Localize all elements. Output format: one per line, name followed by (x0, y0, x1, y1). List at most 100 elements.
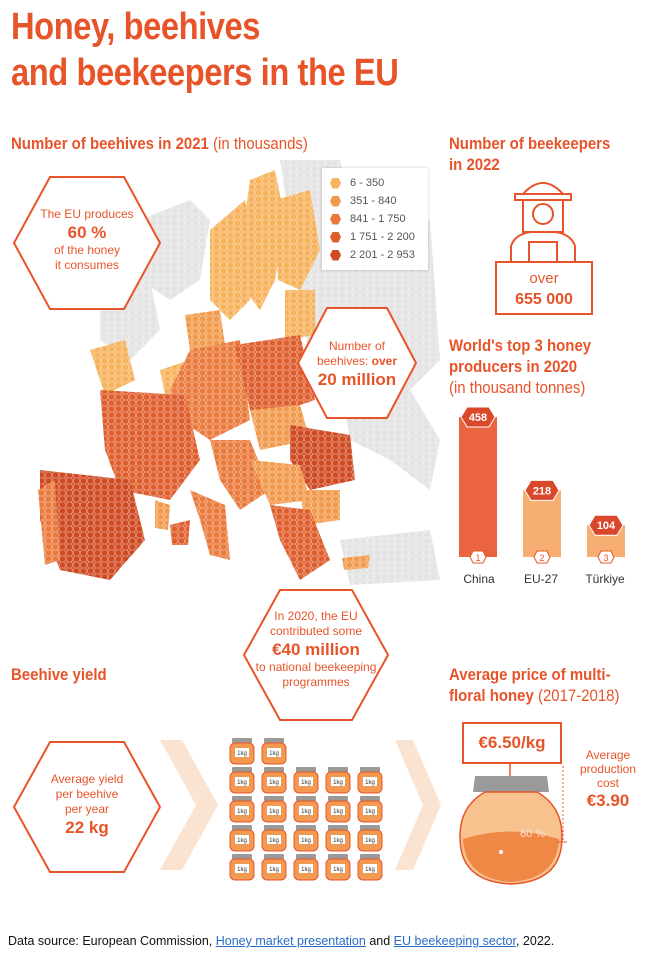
svg-text:1kg: 1kg (301, 838, 311, 844)
producers-heading: World's top 3 honey producers in 2020 (i… (449, 335, 591, 398)
honey-jar-small-icon: 1kg (357, 796, 383, 823)
honey-share-line-4: it consumes (54, 258, 120, 272)
honey-jar-small-icon: 1kg (357, 767, 383, 794)
bar-value-label: 104 (597, 520, 616, 532)
beekeepers-line-1: over (529, 270, 559, 287)
legend-swatch (330, 231, 341, 243)
funding-line-5: programmes (282, 675, 350, 689)
map-legend: 6 - 350 351 - 840 841 - 1 750 1 751 - 2 200… (322, 168, 428, 270)
price-heading-note: (2017-2018) (537, 686, 620, 705)
funding-line-4: to national beekeeping (255, 660, 377, 674)
funding-line-2: contributed some (269, 624, 363, 638)
chevron-right-icon (160, 740, 218, 870)
honey-jar-small-icon: 1kg (261, 738, 287, 765)
bar-eu-27: 218 2 (523, 479, 561, 564)
legend-swatch (330, 249, 341, 261)
bar-value-hexagon (460, 406, 496, 428)
price-heading-1: Average price of multi- (449, 665, 611, 684)
hexagon-outline (242, 589, 390, 721)
hexagon-outline (296, 307, 418, 419)
svg-text:1kg: 1kg (333, 809, 343, 815)
bar-value-label: 458 (469, 412, 487, 424)
yield-hexagon: Average yield per beehive per year 22 kg (12, 740, 162, 874)
funding-value: €40 million (272, 640, 360, 659)
svg-text:1kg: 1kg (333, 838, 343, 844)
cost-value: €3.90 (586, 791, 630, 810)
bar-china: 458 1 (459, 406, 497, 564)
honey-share-line-1: The EU produces (40, 207, 134, 221)
honey-jar-small-icon: 1kg (229, 738, 255, 765)
legend-item: 841 - 1 750 (330, 210, 428, 228)
legend-label: 351 - 840 (350, 195, 397, 207)
legend-label: 1 751 - 2 200 (350, 231, 415, 243)
legend-label: 2 201 - 2 953 (350, 249, 415, 261)
legend-swatch (330, 213, 341, 225)
funding-line-1: In 2020, the EU (274, 609, 358, 623)
bar-rank-label: 1 (475, 553, 480, 563)
svg-text:1kg: 1kg (269, 838, 279, 844)
honey-jar-small-icon: 1kg (261, 767, 287, 794)
honey-jar-small-icon: 1kg (229, 854, 255, 881)
honey-jar-small-icon: 1kg (293, 854, 319, 881)
bar-label-eu27: EU-27 (523, 572, 558, 586)
honey-jars-grid: 1kg 1kg 1kg 1kg 1kg 1kg 1kg 1kg 1kg 1kg 1kg 1kg 1kg 1… (229, 738, 383, 881)
svg-text:1kg: 1kg (269, 780, 279, 786)
source-prefix: Data source: European Commission, (8, 934, 213, 948)
svg-text:1kg: 1kg (237, 751, 247, 757)
cost-line-3: cost (596, 776, 619, 790)
legend-label: 841 - 1 750 (350, 213, 406, 225)
map-heading: Number of beehives in 2021 (in thousands… (11, 133, 308, 154)
svg-text:1kg: 1kg (365, 867, 375, 873)
bar-türkiye: 104 3 (587, 514, 625, 564)
honey-jar-small-icon: 1kg (293, 796, 319, 823)
price-box: €6.50/kg (462, 722, 562, 764)
honey-jar-small-icon: 1kg (293, 767, 319, 794)
beehives-total-line-1: Number of (328, 339, 386, 353)
honey-jar-small-icon: 1kg (357, 825, 383, 852)
bar-rank-hexagon (469, 550, 487, 564)
yield-heading: Beehive yield (11, 665, 107, 684)
source-suffix: , 2022. (515, 934, 555, 948)
legend-swatch (330, 195, 341, 207)
legend-item: 351 - 840 (330, 192, 428, 210)
producers-heading-1: World's top 3 honey (449, 336, 592, 355)
honey-share-value: 60 % (67, 223, 107, 242)
title-line-1: Honey, beehives (11, 6, 261, 48)
beekeepers-value: 655 000 (515, 291, 573, 308)
svg-text:1kg: 1kg (269, 809, 279, 815)
beehives-total-line-2b: over (371, 354, 398, 368)
hexagon-outline (12, 741, 162, 873)
svg-text:1kg: 1kg (301, 867, 311, 873)
honey-jar-small-icon: 1kg (357, 854, 383, 881)
price-share-label: 60 % (520, 828, 546, 840)
bar-value-hexagon (588, 514, 624, 536)
yield-line-1: Average yield (50, 772, 124, 786)
svg-text:1kg: 1kg (365, 780, 375, 786)
honey-jar-small-icon: 1kg (229, 767, 255, 794)
bar-rect (459, 417, 497, 557)
honey-jar-small-icon: 1kg (325, 854, 351, 881)
honey-jar-small-icon: 1kg (261, 796, 287, 823)
honey-jar-small-icon: 1kg (325, 767, 351, 794)
cost-line-1: Average (585, 748, 631, 762)
page-title: Honey, beehives and beekeepers in the EU (11, 4, 527, 96)
honey-jar-small-icon: 1kg (261, 825, 287, 852)
beekeepers-heading-2: in 2022 (449, 155, 500, 174)
svg-text:1kg: 1kg (237, 809, 247, 815)
hexagon-outline (12, 176, 162, 310)
svg-text:1kg: 1kg (237, 780, 247, 786)
yield-line-3: per year (64, 802, 110, 816)
beehives-total-hexagon: Number of beehives: over 20 million (296, 306, 418, 420)
legend-item: 2 201 - 2 953 (330, 246, 428, 264)
beekeeping-sector-link[interactable]: EU beekeeping sector (393, 934, 516, 948)
svg-text:1kg: 1kg (237, 838, 247, 844)
title-line-2: and beekeepers in the EU (11, 52, 399, 94)
svg-text:1kg: 1kg (365, 838, 375, 844)
beekeeper-icon (510, 182, 576, 264)
funding-hexagon: In 2020, the EU contributed some €40 mil… (242, 588, 390, 722)
bar-value-hexagon (524, 479, 560, 501)
honey-jar-small-icon: 1kg (229, 825, 255, 852)
honey-market-link[interactable]: Honey market presentation (215, 934, 366, 948)
yield-line-2: per beehive (55, 787, 119, 801)
svg-text:1kg: 1kg (365, 809, 375, 815)
